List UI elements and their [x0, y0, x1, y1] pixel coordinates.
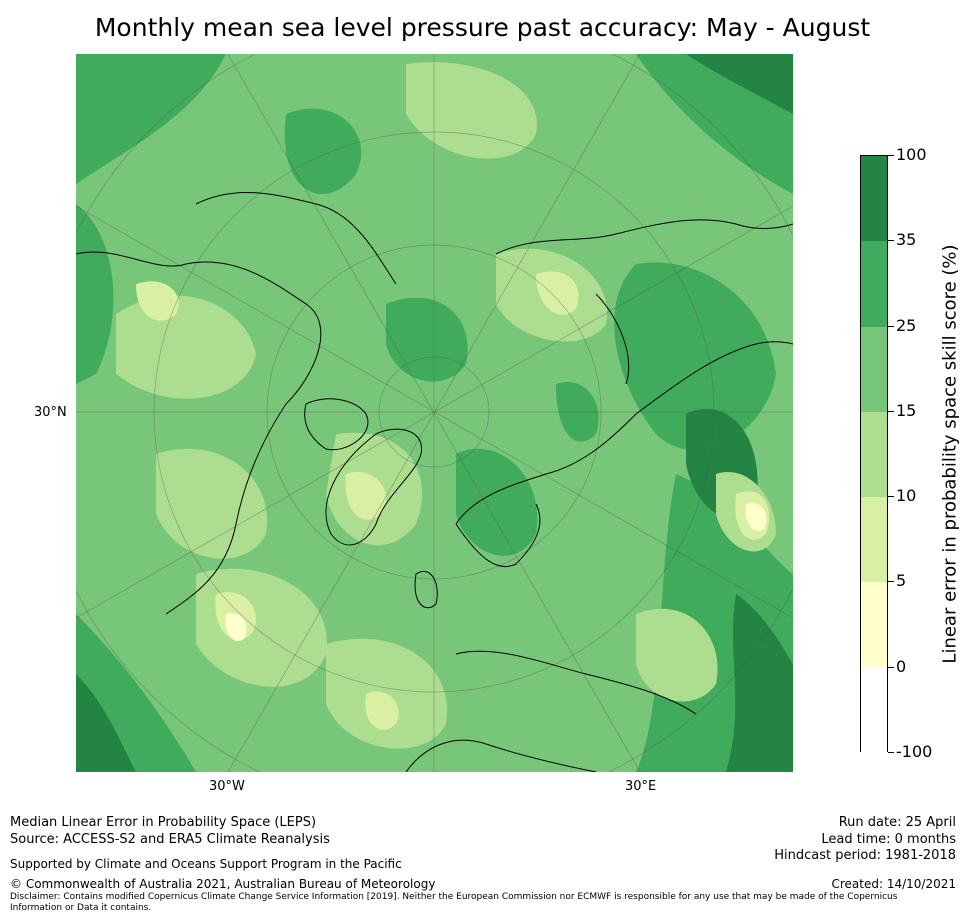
field-patch — [345, 472, 387, 520]
colorbar-tick-label: 100 — [896, 145, 927, 164]
field-patch — [284, 108, 362, 194]
coastline-scandinavia — [455, 503, 541, 568]
footer-copyright: © Commonwealth of Australia 2021, Austra… — [10, 877, 436, 891]
colorbar-tick — [888, 496, 894, 498]
colorbar-tick-label: 15 — [896, 400, 917, 420]
footer-run-date: Run date: 25 April — [838, 815, 956, 830]
field-patch — [76, 204, 114, 384]
coastline-alaska — [195, 191, 397, 285]
colorbar-tick-label: 10 — [896, 486, 917, 506]
colorbar-tick-label: 5 — [896, 571, 907, 591]
colorbar-segment — [861, 582, 887, 669]
map-svg — [76, 54, 793, 772]
coastline-north-america — [76, 251, 322, 615]
field-patch — [136, 281, 179, 321]
chart-title: Monthly mean sea level pressure past acc… — [94, 13, 871, 42]
coastline-mediterranean — [455, 650, 697, 715]
field-patch — [406, 62, 537, 159]
footer-created: Created: 14/10/2021 — [831, 877, 956, 891]
colorbar-segment — [861, 241, 887, 328]
field-patch — [225, 613, 247, 642]
lon-label-30w: 30°W — [209, 779, 245, 794]
coastline-siberia — [495, 219, 793, 255]
colorbar-segment — [861, 497, 887, 583]
field-patch — [636, 608, 718, 702]
footer-support: Supported by Climate and Oceans Support … — [10, 857, 402, 871]
field-patch — [686, 54, 793, 114]
field-patch — [614, 262, 776, 451]
colorbar-segment — [861, 326, 887, 413]
field-patch — [745, 503, 767, 532]
field-patch — [156, 448, 268, 559]
coastline-canada-islands — [304, 398, 369, 451]
field-patch — [726, 594, 793, 772]
coastlines — [76, 191, 793, 772]
coastline-eurasia — [455, 341, 793, 525]
field-patch — [556, 382, 599, 442]
field-patch — [365, 691, 399, 730]
coastline-uk — [414, 571, 438, 609]
colorbar-tick — [888, 410, 894, 412]
polar-map — [76, 54, 793, 772]
footer-hindcast: Hindcast period: 1981-2018 — [774, 848, 956, 863]
colorbar-tick — [888, 240, 894, 242]
colorbar-tick-label: 35 — [896, 230, 917, 250]
coastline-asia-east — [595, 293, 630, 385]
colorbar-segment — [861, 156, 887, 242]
colorbar-tick-label: 0 — [896, 656, 907, 676]
colorbar-tick-label: -100 — [896, 742, 933, 761]
graticule — [76, 54, 793, 772]
colorbar-tick — [888, 581, 894, 583]
colorbar-tick-label: 25 — [896, 315, 917, 335]
colorbar-segment — [861, 411, 887, 498]
field-patch — [386, 297, 468, 382]
colorbar-tick — [888, 325, 894, 327]
footer-source: Source: ACCESS-S2 and ERA5 Climate Reana… — [10, 832, 330, 847]
coastline-africa — [405, 739, 597, 772]
colorbar — [860, 155, 888, 754]
field-patch — [116, 295, 256, 399]
field-patch — [76, 674, 136, 772]
lat-label-30n: 30°N — [34, 405, 67, 420]
lon-label-30e: 30°E — [625, 779, 657, 794]
colorbar-tick — [888, 155, 894, 156]
colorbar-tick — [888, 666, 894, 668]
field-patch — [536, 271, 579, 315]
footer-lead-time: Lead time: 0 months — [821, 832, 956, 847]
colorbar-label: Linear error in probability space skill … — [939, 244, 961, 664]
colorbar-segment — [861, 667, 887, 754]
field-patch — [76, 54, 226, 184]
field-patch — [456, 448, 538, 556]
colorbar-tick — [888, 752, 894, 753]
footer-disclaimer: Disclaimer: Contains modified Copernicus… — [10, 892, 898, 902]
footer-method: Median Linear Error in Probability Space… — [10, 815, 317, 830]
footer-disclaimer-cont: Information or Data it contains. — [10, 903, 152, 913]
coastline-greenland — [325, 428, 422, 546]
